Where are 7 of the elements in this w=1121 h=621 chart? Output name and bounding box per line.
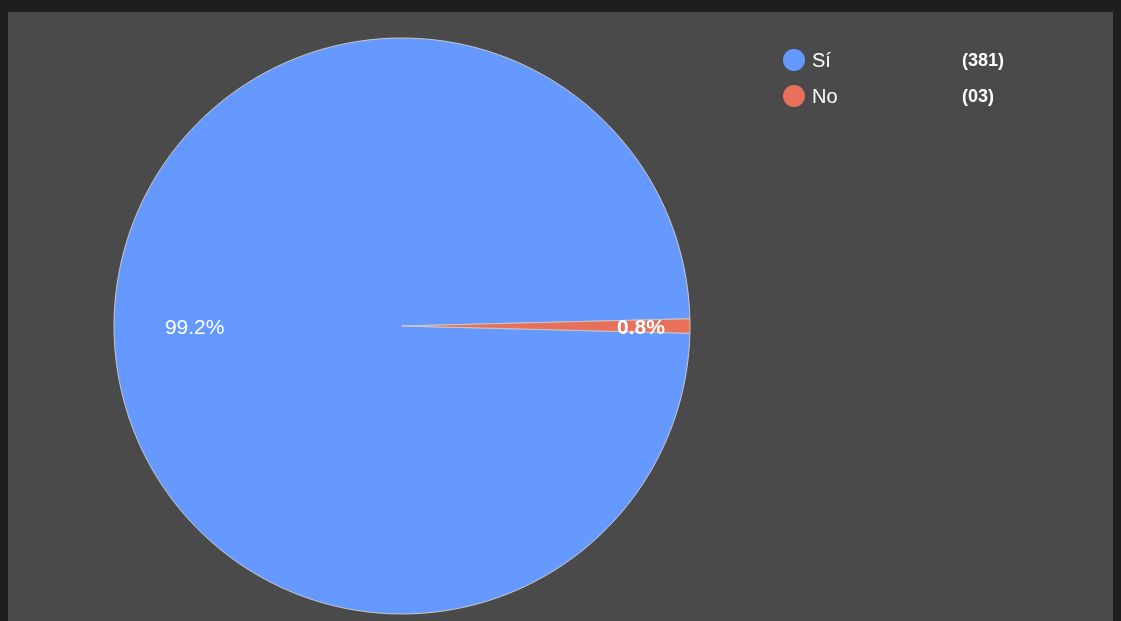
legend-label: No <box>812 85 838 107</box>
data-label: 99.2% <box>164 314 225 338</box>
text: (381) <box>962 50 1005 70</box>
legend-label: Sí <box>812 49 832 71</box>
pie-slice <box>113 37 691 615</box>
data-label: 0.8% <box>617 314 666 338</box>
text: (03) <box>962 86 995 106</box>
